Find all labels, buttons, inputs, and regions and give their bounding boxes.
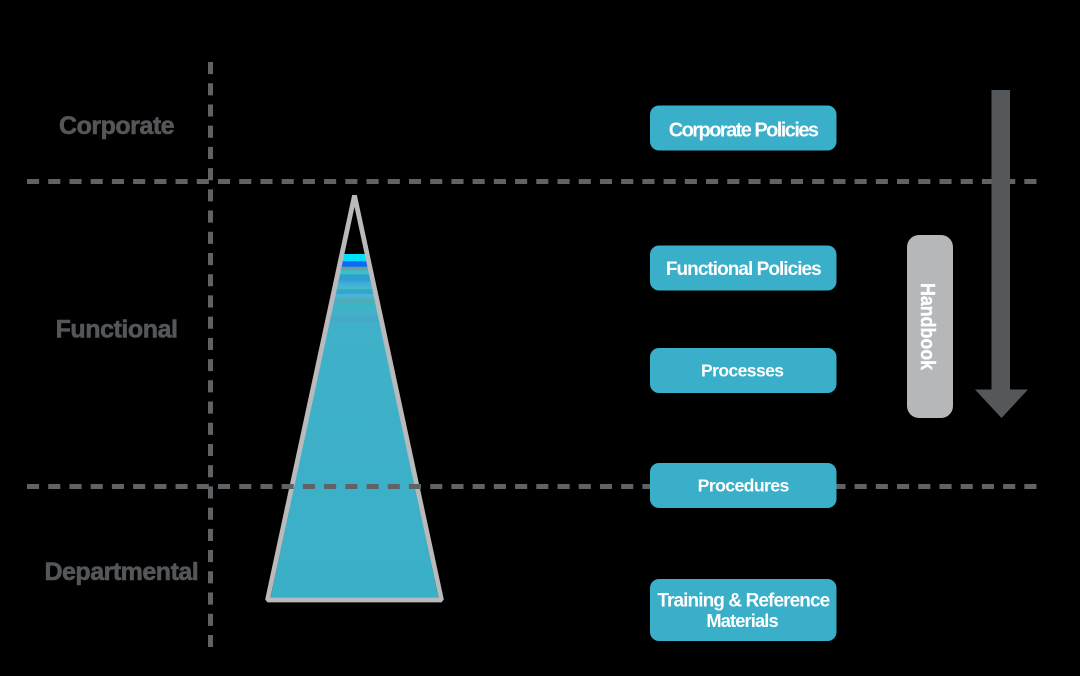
svg-text:Functional Policies: Functional Policies: [666, 259, 822, 280]
svg-text:Corporate Policies: Corporate Policies: [669, 119, 819, 141]
svg-text:Materials: Materials: [706, 610, 778, 631]
svg-text:Training & Reference: Training & Reference: [657, 590, 830, 611]
svg-text:Functional: Functional: [56, 316, 178, 344]
svg-text:Procedures: Procedures: [698, 475, 790, 495]
svg-text:Corporate: Corporate: [59, 112, 175, 140]
svg-text:Departmental: Departmental: [44, 558, 198, 586]
svg-text:Processes: Processes: [701, 361, 784, 381]
svg-text:Handbook: Handbook: [916, 283, 938, 371]
